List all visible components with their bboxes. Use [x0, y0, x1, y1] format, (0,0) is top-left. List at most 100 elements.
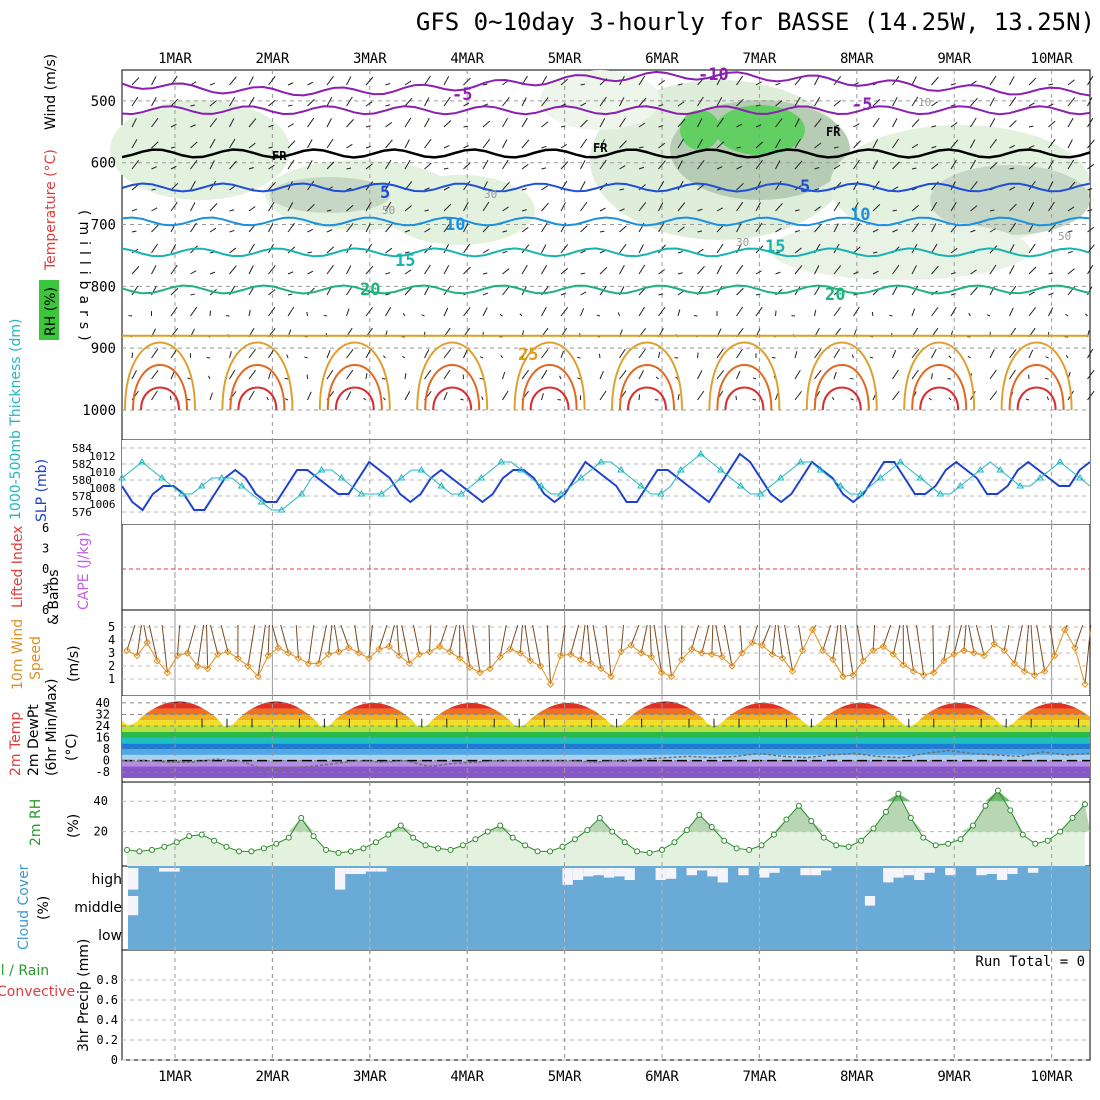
rh-point	[646, 849, 653, 856]
rh-point	[609, 828, 616, 835]
wind-barb	[1067, 79, 1075, 86]
wind-barb	[755, 159, 763, 170]
wind-barb	[365, 306, 374, 317]
wind-barb	[307, 251, 312, 254]
thickness-point	[617, 466, 625, 473]
wind-barb	[833, 371, 837, 380]
wind-barb	[638, 244, 644, 254]
wind-barb	[775, 227, 782, 233]
thickness-point	[397, 474, 406, 481]
wind-barb	[814, 188, 820, 191]
wind-barb	[833, 306, 841, 317]
wind-barb-10m	[968, 624, 975, 654]
wind-point	[1020, 667, 1029, 675]
wind-point	[193, 662, 202, 670]
warm-isotherm-loop	[521, 364, 578, 411]
temp-tick-label: 16	[96, 731, 110, 745]
wind-barb	[268, 164, 275, 170]
temp-tick-label: 40	[96, 696, 110, 710]
wind-barb	[1085, 313, 1088, 317]
wind-barb	[151, 224, 159, 233]
wind-barb	[404, 97, 413, 107]
wind-barb	[287, 293, 293, 296]
wind-barb	[1048, 159, 1054, 170]
wind-barb	[541, 307, 547, 317]
wind-point	[647, 653, 656, 661]
wind-point	[506, 645, 514, 653]
rh-point	[385, 831, 392, 838]
precip-tick-label: 0.8	[96, 973, 118, 987]
wind-barb	[950, 293, 956, 296]
wind-barb	[931, 201, 938, 212]
run-total-label: Run Total = 0	[975, 954, 1085, 970]
wind-barb	[1009, 349, 1017, 359]
wind-barb	[638, 122, 646, 128]
wind-point	[324, 650, 333, 659]
thickness-point	[557, 490, 565, 497]
wind-barb	[304, 356, 308, 359]
li-label: Lifted Index	[10, 526, 26, 608]
rh-point	[721, 837, 728, 844]
wind-barb	[950, 159, 957, 170]
warm-isotherm-loop	[124, 341, 196, 411]
wind-barb	[989, 138, 997, 149]
wind-barb	[131, 160, 140, 170]
rh-point	[323, 846, 330, 853]
wind-barb	[268, 371, 272, 380]
wind-barb	[190, 141, 198, 149]
wind-barb	[365, 163, 373, 170]
wind-point	[597, 664, 605, 673]
temp-color-band	[122, 754, 1090, 761]
top-date-label: 3MAR	[353, 51, 387, 67]
rh-point	[223, 843, 230, 850]
wind-point	[294, 654, 303, 662]
wind-point	[960, 646, 968, 655]
pressure-tick-label: 600	[91, 156, 116, 172]
wind-barb-10m	[509, 624, 519, 650]
wind-point	[1061, 625, 1069, 634]
wind-point	[234, 654, 242, 662]
wind-barb	[638, 348, 646, 359]
wind-barb	[365, 265, 374, 275]
cloud-bar-high	[1027, 868, 1039, 873]
rh-point	[273, 840, 280, 847]
wind-barb	[190, 202, 196, 212]
cloud-bar-high	[800, 868, 811, 876]
wind-barb	[619, 348, 626, 359]
wind-barb-10m	[777, 624, 783, 659]
wind-point	[183, 649, 192, 657]
rh-point	[1019, 831, 1026, 838]
wind-barb	[948, 355, 952, 359]
wind-point	[365, 654, 373, 662]
wind-barb	[814, 167, 820, 170]
wind-barb	[989, 390, 998, 401]
temp-tick-label: 32	[96, 707, 110, 721]
wind-barb	[716, 117, 724, 128]
thickness-tick-label: 582	[72, 458, 92, 471]
wind-point	[788, 667, 797, 675]
wind-point	[516, 649, 524, 657]
wind-point	[879, 642, 888, 651]
wind-barb	[131, 370, 137, 380]
wind-barb	[655, 376, 659, 380]
rh-point	[522, 842, 529, 849]
wind-barb	[421, 314, 425, 317]
wind-barb	[716, 286, 723, 296]
wind-barb	[872, 251, 878, 254]
wind-barb	[268, 76, 276, 86]
cloud-bar-high	[883, 868, 894, 883]
cloud-axis-label-b: (%)	[36, 896, 52, 920]
wind-barb-10m	[333, 624, 340, 652]
cloud-level-label: high	[91, 872, 122, 888]
wind-barb-10m	[570, 624, 580, 655]
wind-barb	[911, 167, 917, 170]
wind-barb	[970, 117, 977, 128]
wind-barb	[872, 139, 879, 149]
wind-barb	[1067, 268, 1075, 275]
cape-tick-label: 6	[42, 521, 49, 535]
wind-barb-10m	[472, 624, 481, 673]
wind-barb	[424, 369, 432, 380]
wind-point	[133, 651, 141, 660]
wind-barb-10m	[439, 624, 448, 647]
bottom-date-label: 8MAR	[840, 1069, 874, 1085]
